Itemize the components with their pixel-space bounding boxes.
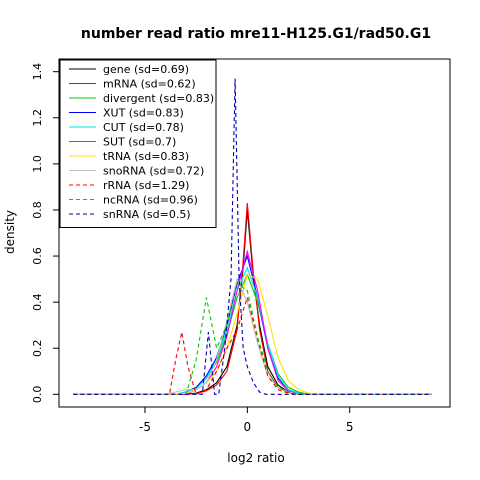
series-lines xyxy=(73,78,432,396)
legend-label: SUT (sd=0.7) xyxy=(103,136,176,149)
legend-label: gene (sd=0.69) xyxy=(103,63,189,76)
y-tick-label: 1.0 xyxy=(31,155,44,173)
x-tick-label: -5 xyxy=(139,420,151,434)
plot-frame xyxy=(58,58,451,408)
y-tick-label: 0.0 xyxy=(31,386,44,404)
legend-label: snRNA (sd=0.5) xyxy=(103,208,191,221)
legend-label: ncRNA (sd=0.96) xyxy=(103,194,198,207)
y-tick-label: 0.8 xyxy=(31,201,44,219)
x-tick-label: 0 xyxy=(244,420,252,434)
series-line xyxy=(73,277,432,395)
legend-label: CUT (sd=0.78) xyxy=(103,121,184,134)
legend-label: snoRNA (sd=0.72) xyxy=(103,165,204,178)
series-line xyxy=(73,295,432,396)
y-tick-label: 0.2 xyxy=(31,339,44,357)
legend-label: tRNA (sd=0.83) xyxy=(103,150,189,163)
y-tick-label: 0.6 xyxy=(31,247,44,265)
x-tick-label: 5 xyxy=(346,420,354,434)
x-axis-label: log2 ratio xyxy=(227,451,284,465)
chart-title: number read ratio mre11-H125.G1/rad50.G1 xyxy=(81,26,431,42)
legend: gene (sd=0.69) mRNA (sd=0.62)divergent (s… xyxy=(59,59,217,228)
y-tick-label: 1.4 xyxy=(31,63,44,81)
series-line xyxy=(73,209,432,395)
legend-label: rRNA (sd=1.29) xyxy=(103,179,189,192)
series-line xyxy=(73,282,432,395)
y-axis-label: density xyxy=(3,210,17,254)
legend-label: XUT (sd=0.83) xyxy=(103,107,184,120)
series-line xyxy=(73,78,432,395)
series-line xyxy=(73,273,432,395)
y-tick-label: 1.2 xyxy=(31,109,44,127)
series-line xyxy=(73,273,432,395)
axes: -5 0 5 0.0 0.2 0.4 0.6 0.8 1.0 1.2 1.4 xyxy=(31,58,451,434)
series-line xyxy=(73,202,432,395)
legend-label: mRNA (sd=0.62) xyxy=(103,78,196,91)
series-line xyxy=(73,266,432,395)
legend-label: divergent (sd=0.83) xyxy=(103,92,214,105)
y-tick-label: 0.4 xyxy=(31,293,44,311)
